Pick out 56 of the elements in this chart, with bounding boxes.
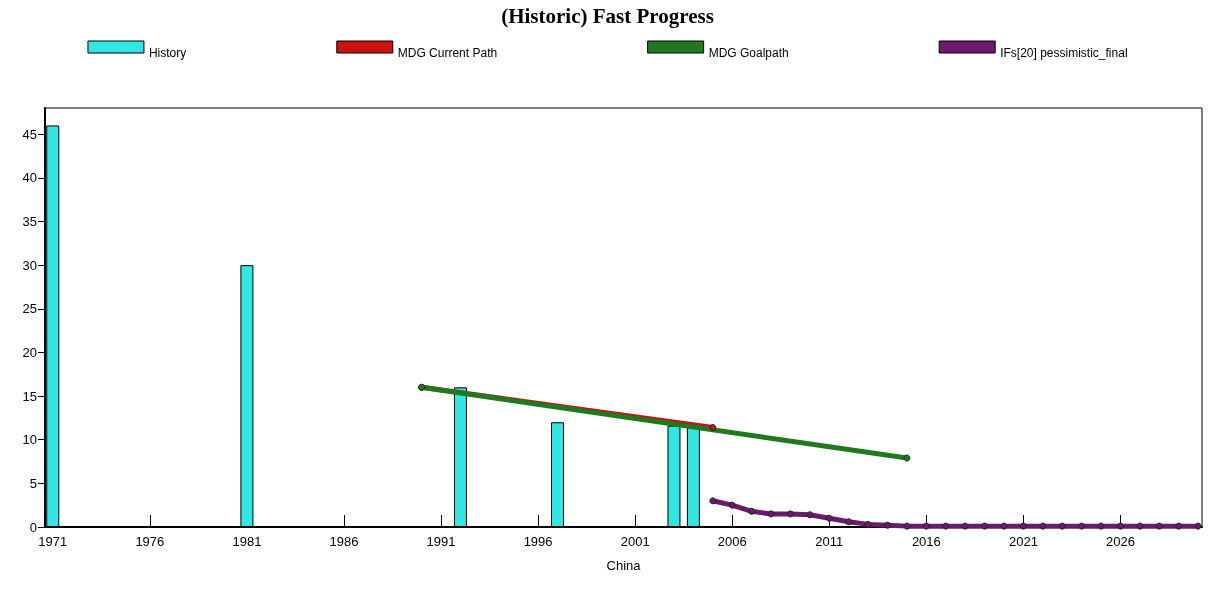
x-tick-label: 1981 [232, 534, 262, 549]
point [767, 510, 775, 518]
y-tick-label: 10 [22, 432, 37, 448]
point [1155, 522, 1163, 530]
legend-label: IFs[20] pessimistic_final [1000, 46, 1128, 60]
point [709, 423, 717, 431]
point [961, 522, 969, 530]
point [1019, 522, 1027, 530]
y-tick-label: 20 [22, 344, 37, 360]
x-tick-label: 2016 [911, 534, 941, 549]
y-tick-label: 45 [22, 126, 37, 142]
point [1136, 522, 1144, 530]
point [1039, 522, 1047, 530]
x-axis-title: China [606, 558, 642, 573]
x-tick-label: 2011 [815, 534, 844, 549]
point [845, 518, 853, 526]
point [1097, 522, 1105, 530]
point [922, 522, 930, 530]
point [1058, 522, 1066, 530]
chart-title: (Historic) Fast Progress [501, 3, 714, 28]
point [728, 501, 736, 509]
y-tick-label: 0 [29, 519, 37, 535]
point [884, 521, 892, 529]
y-tick-label: 15 [22, 388, 37, 404]
y-tick-label: 25 [22, 301, 37, 317]
x-tick-label: 1971 [38, 534, 68, 549]
point [1194, 522, 1202, 530]
x-tick-label: 2006 [717, 534, 747, 549]
legend-label: MDG Current Path [397, 46, 498, 60]
point [864, 520, 872, 528]
legend-label: History [148, 46, 187, 60]
x-tick-label: 2001 [620, 534, 650, 549]
point [1000, 522, 1008, 530]
y-tick-label: 35 [22, 213, 37, 229]
y-tick-label: 5 [29, 475, 37, 491]
point [748, 507, 756, 515]
point [942, 522, 950, 530]
point [903, 454, 911, 462]
point [709, 497, 717, 505]
point [903, 522, 911, 530]
point [1175, 522, 1183, 530]
point [806, 511, 814, 519]
y-tick-label: 30 [22, 257, 37, 273]
legend-label: MDG Goalpath [708, 46, 789, 60]
x-tick-label: 2021 [1008, 534, 1038, 549]
x-tick-label: 1976 [135, 534, 165, 549]
point [981, 522, 989, 530]
point [786, 510, 794, 518]
point [1078, 522, 1086, 530]
point [825, 514, 833, 522]
x-tick-label: 1986 [329, 534, 359, 549]
x-tick-label: 1996 [523, 534, 553, 549]
point [1116, 522, 1124, 530]
x-tick-label: 1991 [426, 534, 456, 549]
x-tick-label: 2026 [1106, 534, 1135, 549]
y-tick-label: 40 [22, 170, 37, 186]
